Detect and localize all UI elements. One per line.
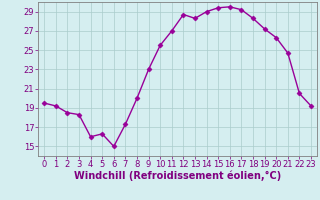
X-axis label: Windchill (Refroidissement éolien,°C): Windchill (Refroidissement éolien,°C) — [74, 171, 281, 181]
